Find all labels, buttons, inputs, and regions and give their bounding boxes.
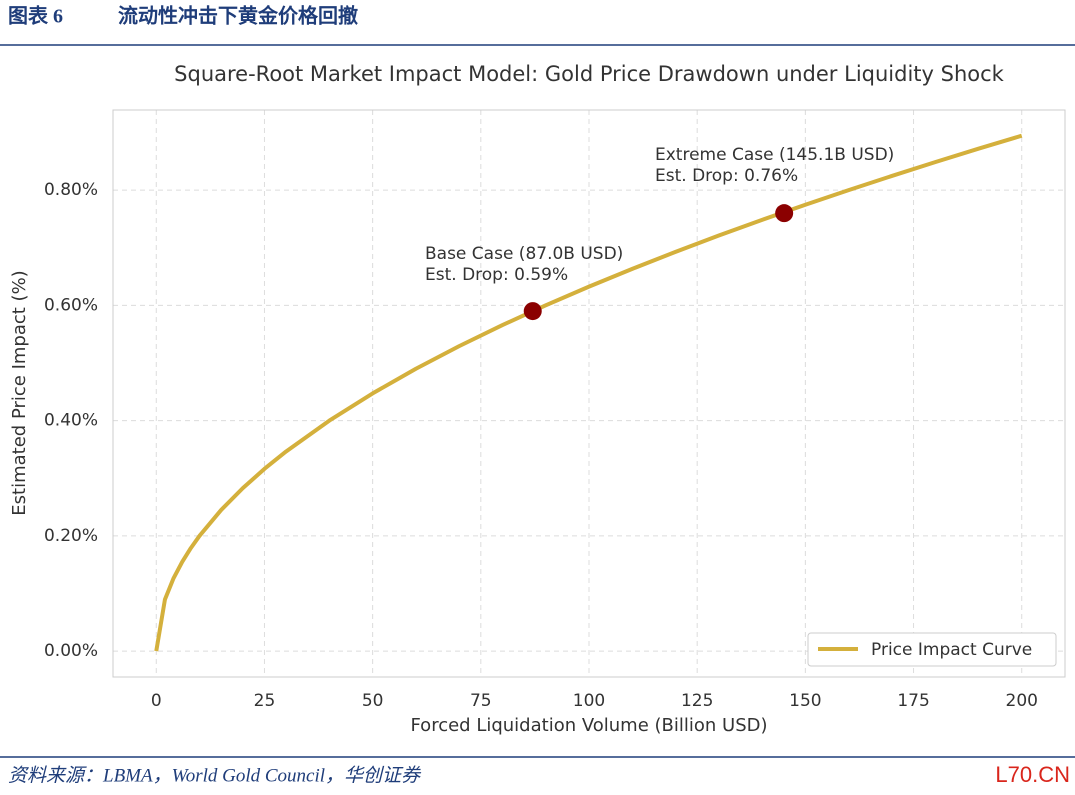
y-tick-label: 0.40% [44,411,98,431]
x-tick-label: 200 [1006,691,1038,711]
x-tick-label: 125 [681,691,713,711]
legend-label: Price Impact Curve [871,640,1032,660]
y-axis-label: Estimated Price Impact (%) [9,270,30,515]
watermark: L70.CN [995,762,1070,787]
x-tick-label: 50 [362,691,384,711]
annotation: Est. Drop: 0.76% [655,166,798,186]
x-tick-label: 150 [789,691,821,711]
x-tick-label: 25 [254,691,276,711]
annotation: Est. Drop: 0.59% [425,265,568,285]
y-tick-label: 0.00% [44,641,98,661]
x-tick-label: 75 [470,691,492,711]
annotation: Extreme Case (145.1B USD) [655,145,894,165]
grid-layer [113,110,1065,677]
y-tick-label: 0.20% [44,526,98,546]
price-impact-line [154,133,1023,652]
x-axis-label: Forced Liquidation Volume (Billion USD) [410,715,767,736]
case-marker [523,302,542,321]
chart-title: Square-Root Market Impact Model: Gold Pr… [174,62,1005,86]
legend-box [807,632,1057,667]
x-tick-label: 0 [151,691,162,711]
figure-label: 图表 6 [8,4,63,28]
figure-title: 流动性冲击下黄金价格回撤 [118,4,358,28]
source-note: 资料来源：LBMA，World Gold Council，华创证券 [8,764,422,786]
x-tick-label: 100 [573,691,605,711]
plot-frame [112,109,1066,678]
annotation: Base Case (87.0B USD) [425,244,623,264]
y-tick-label: 0.60% [44,295,98,315]
y-tick-label: 0.80% [44,180,98,200]
case-marker [775,204,794,223]
x-tick-label: 175 [897,691,929,711]
